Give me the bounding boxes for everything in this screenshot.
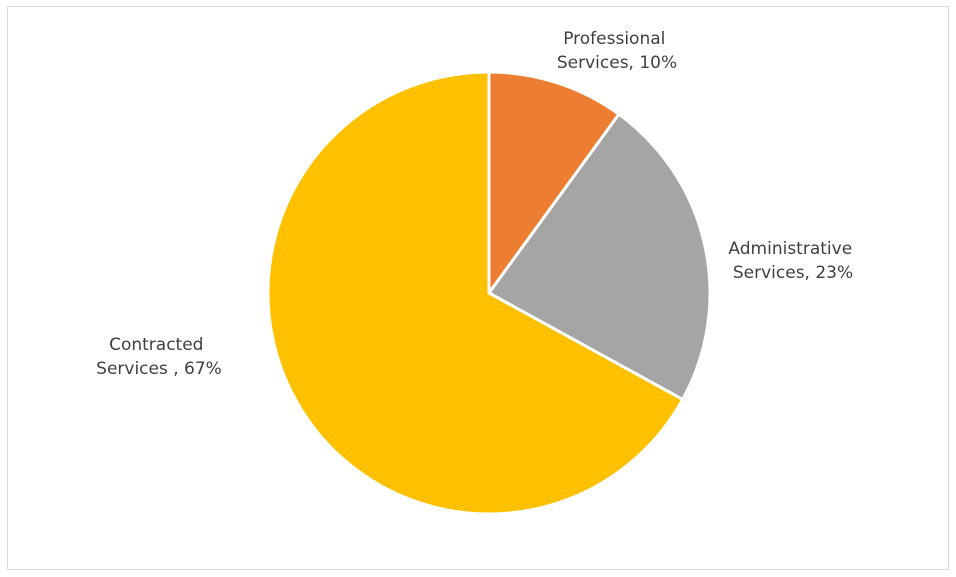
pie-slice-professional-services — [487, 70, 621, 295]
label-administrative-line1: Administrative — [728, 239, 852, 259]
label-professional-line1: Professional — [563, 29, 665, 49]
label-professional-line2: Services, 10% — [557, 53, 677, 73]
label-contracted-line1: Contracted — [109, 335, 203, 355]
pie-slice-contracted-services — [266, 70, 685, 516]
label-contracted-services: Contracted Services , 67% — [96, 335, 222, 379]
pie-data-labels: Professional Services, 10% Administrativ… — [96, 29, 857, 379]
label-administrative-services: Administrative Services, 23% — [728, 239, 857, 283]
pie-slices — [266, 70, 712, 516]
label-professional-services: Professional Services, 10% — [557, 29, 677, 73]
label-contracted-line2: Services , 67% — [96, 359, 222, 379]
label-administrative-line2: Services, 23% — [733, 263, 853, 283]
pie-slice-administrative-services — [487, 112, 712, 401]
